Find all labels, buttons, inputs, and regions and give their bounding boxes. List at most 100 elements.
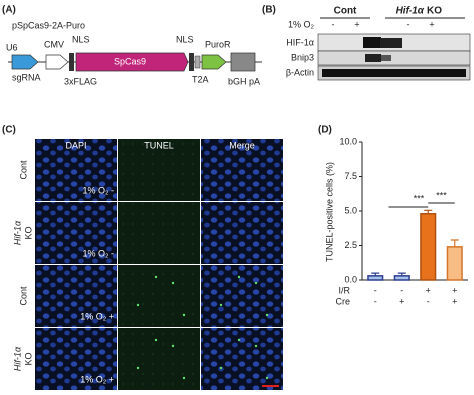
y-tick-label: 7.5	[344, 171, 357, 181]
tunel-dot	[171, 281, 175, 285]
micrograph	[35, 139, 117, 201]
column-header: Merge	[229, 140, 255, 150]
row-label: KO	[23, 226, 33, 239]
micrograph	[201, 139, 283, 201]
sig-label: ***	[414, 193, 425, 203]
tunel-dot	[219, 366, 223, 370]
sign: +	[429, 19, 434, 29]
micrograph	[35, 202, 117, 264]
panel-letter: (D)	[318, 125, 332, 136]
micrograph	[118, 328, 200, 390]
micrograph	[118, 139, 200, 201]
bar	[393, 275, 410, 281]
micrograph	[201, 202, 283, 264]
label: U6	[6, 42, 18, 52]
sign: +	[452, 285, 457, 295]
puro-arrow	[201, 54, 227, 70]
row-label: KO	[23, 352, 33, 365]
row-label: Hif-1α	[12, 346, 22, 371]
tunel-dot	[182, 376, 186, 380]
group-label: KO	[427, 6, 442, 17]
group-label: Cont	[334, 6, 357, 17]
sign: -	[332, 19, 335, 29]
tunel-dot	[254, 344, 258, 348]
sign: +	[452, 296, 457, 306]
tunel-dot	[154, 275, 158, 279]
nls-box	[189, 53, 194, 71]
label: NLS	[176, 34, 194, 44]
label: 3xFLAG	[64, 76, 97, 86]
label: PuroR	[205, 39, 231, 49]
bar	[367, 275, 384, 281]
error-bar	[450, 239, 459, 247]
tunel-dot	[254, 281, 258, 285]
sign: +	[426, 285, 431, 295]
error-bar	[424, 209, 433, 214]
micrograph	[118, 265, 200, 327]
micrograph	[118, 202, 200, 264]
panel-letter: (A)	[2, 5, 16, 16]
row-label: β-Actin	[286, 67, 314, 77]
sign: +	[399, 296, 404, 306]
tunel-dot	[171, 344, 175, 348]
y-tick-label: 5.0	[344, 205, 357, 215]
tunel-dot	[265, 313, 269, 317]
label: NLS	[72, 34, 90, 44]
micrograph	[201, 328, 283, 390]
row-label: Cont	[18, 160, 28, 180]
tunel-dot	[154, 338, 158, 342]
group-label: Hif-1α	[396, 6, 425, 17]
error-bar	[371, 272, 380, 276]
condition-label: 1% O₂ +	[80, 374, 114, 384]
row-label: HIF-1α	[286, 37, 314, 47]
plasmid-name: pSpCas9-2A-Puro	[12, 20, 85, 30]
condition-label: 1% O₂ -	[83, 248, 115, 258]
condition-label: 1% O₂ -	[83, 185, 115, 195]
row-label: Cont	[18, 286, 28, 306]
u6-arrow	[11, 54, 39, 70]
t2a-box	[194, 55, 201, 69]
sign: -	[374, 285, 377, 295]
micrograph	[35, 265, 117, 327]
error-bar	[397, 272, 406, 276]
bar	[420, 213, 437, 281]
tunel-dot	[182, 313, 186, 317]
condition-label: 1% O₂ +	[80, 311, 114, 321]
tunel-dot	[237, 275, 241, 279]
tunel-dot	[265, 376, 269, 380]
row-label: Bnip3	[291, 52, 314, 62]
condition-name: I/R	[338, 285, 350, 295]
label: bGH pA	[228, 76, 260, 86]
label: T2A	[192, 74, 209, 84]
label: CMV	[44, 39, 64, 49]
tunel-dot	[237, 338, 241, 342]
y-axis-label: TUNEL-positive cells (%)	[324, 162, 334, 262]
panel-letter: (C)	[2, 125, 16, 136]
column-header: TUNEL	[144, 140, 174, 150]
tunel-dot	[219, 303, 223, 307]
sign: -	[427, 296, 430, 306]
blot	[317, 33, 471, 81]
nls-box	[69, 53, 74, 71]
condition-name: Cre	[335, 296, 350, 306]
sig-label: ***	[436, 190, 447, 200]
sign: +	[354, 19, 359, 29]
micrograph	[201, 265, 283, 327]
sign: -	[374, 296, 377, 306]
row-label: Hif-1α	[12, 220, 22, 245]
y-tick-label: 2.5	[344, 240, 357, 250]
sign: -	[400, 285, 403, 295]
bar	[446, 246, 463, 281]
micrograph	[35, 328, 117, 390]
tunel-dot	[136, 303, 140, 307]
cas9-box	[75, 52, 189, 72]
y-tick-label: 10.0	[339, 136, 357, 146]
column-header: DAPI	[65, 140, 86, 150]
label: sgRNA	[12, 72, 41, 82]
cmv-arrow	[45, 54, 69, 70]
y-tick-label: 0.0	[344, 274, 357, 284]
label: SpCas9	[114, 56, 146, 66]
panel-letter: (B)	[262, 5, 276, 16]
sign: -	[407, 19, 410, 29]
